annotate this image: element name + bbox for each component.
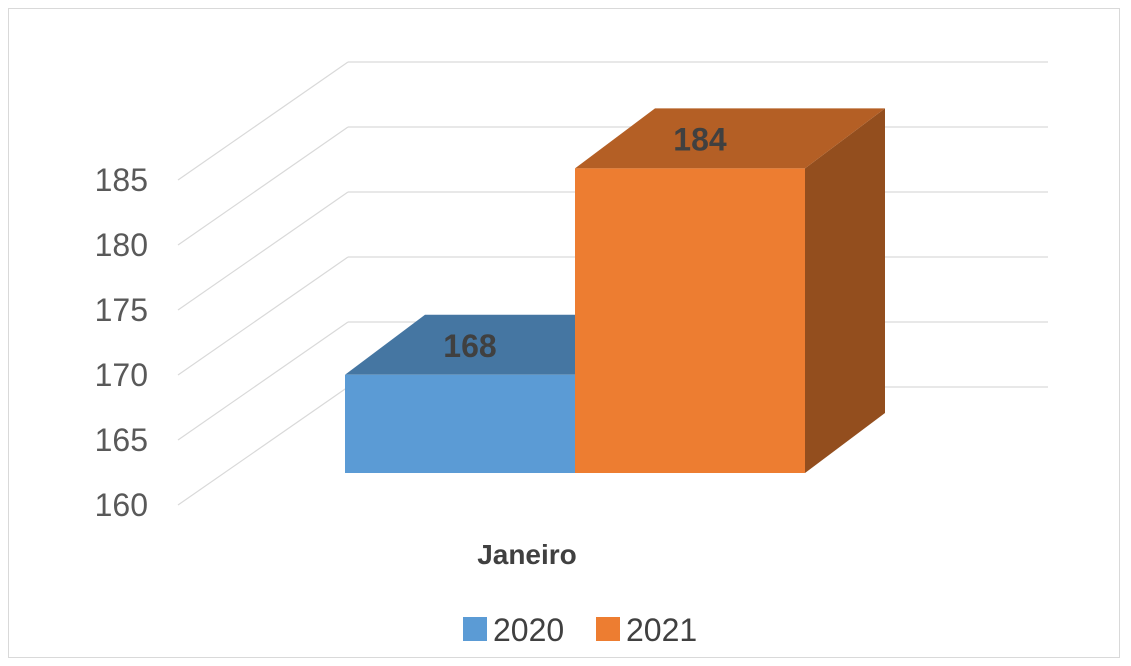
bar-side-face xyxy=(805,108,885,474)
bar-top-face xyxy=(575,108,885,169)
bar-2021: 184 xyxy=(575,108,885,474)
legend-swatch xyxy=(596,617,620,641)
category-label: Janeiro xyxy=(477,539,577,570)
y-tick-label: 165 xyxy=(95,422,148,458)
legend-swatch xyxy=(463,617,487,641)
y-tick-label: 160 xyxy=(95,487,148,523)
bar-front-face xyxy=(575,168,805,473)
bars: 168 184 Janeiro xyxy=(345,108,885,570)
gridline-diagonal xyxy=(177,321,349,441)
legend-label: 2020 xyxy=(493,612,564,648)
gridline-diagonal xyxy=(177,126,349,246)
y-tick-label: 170 xyxy=(95,357,148,393)
legend-label: 2021 xyxy=(626,612,697,648)
y-tick-label: 185 xyxy=(95,162,148,198)
y-axis-ticks: 160 165 170 175 180 185 xyxy=(95,162,148,523)
y-tick-label: 180 xyxy=(95,227,148,263)
gridline-diagonal xyxy=(177,61,349,181)
y-tick-label: 175 xyxy=(95,292,148,328)
data-label: 168 xyxy=(443,328,496,364)
gridline-diagonal xyxy=(177,191,349,311)
data-label: 184 xyxy=(673,121,727,157)
bar-front-face xyxy=(345,374,575,473)
legend: 2020 2021 xyxy=(463,612,697,648)
legend-item-2020: 2020 xyxy=(463,612,564,648)
gridline-diagonal xyxy=(177,256,349,376)
gridline-diagonal xyxy=(177,386,349,506)
legend-item-2021: 2021 xyxy=(596,612,697,648)
